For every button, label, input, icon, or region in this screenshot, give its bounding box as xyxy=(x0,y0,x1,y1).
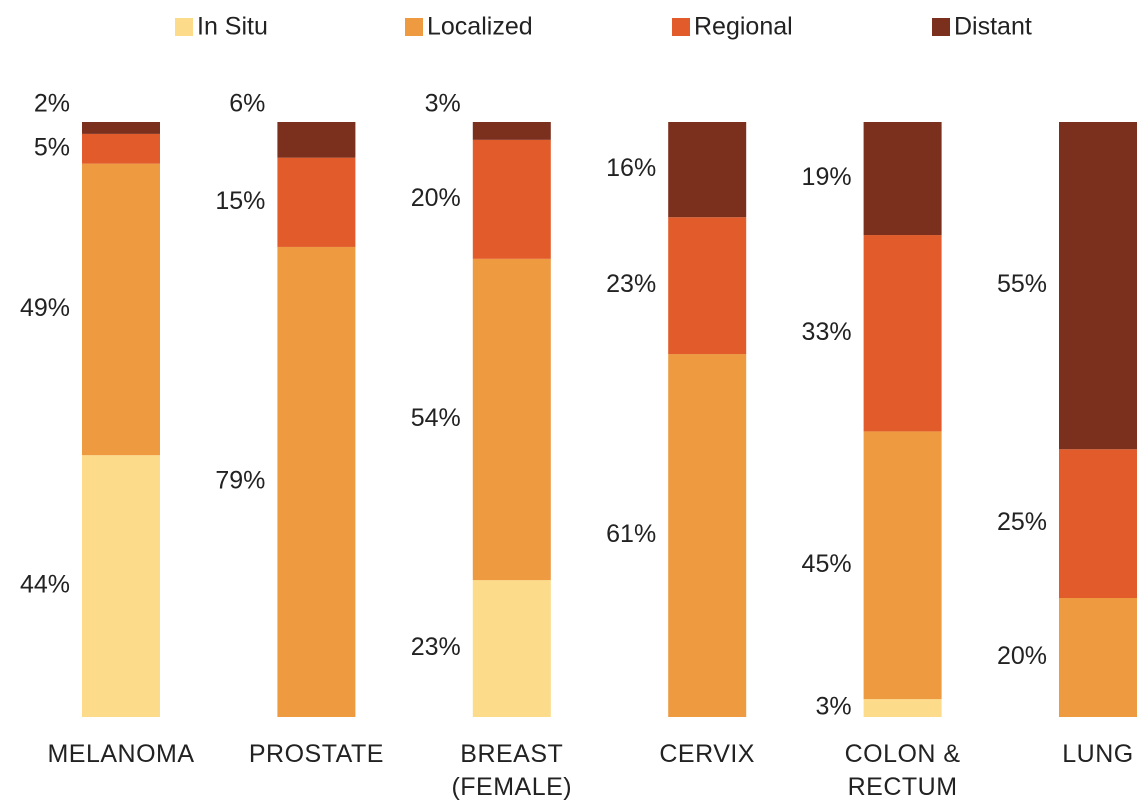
bar-segment xyxy=(863,699,942,717)
bar-segment xyxy=(1059,449,1137,598)
data-label: 54% xyxy=(411,404,461,432)
bar-segment xyxy=(472,580,551,717)
bar-segment xyxy=(277,157,356,247)
bar-segment xyxy=(668,217,747,355)
data-label: 23% xyxy=(606,270,656,298)
bar-segment xyxy=(472,139,551,259)
x-tick-label: BREAST (FEMALE) xyxy=(451,740,573,801)
data-label: 6% xyxy=(229,90,265,118)
data-label: 61% xyxy=(606,520,656,548)
legend-swatch xyxy=(672,18,690,36)
bar-segment xyxy=(82,122,160,134)
legend-swatch xyxy=(175,18,193,36)
legend-label: Regional xyxy=(694,13,793,41)
data-label: 19% xyxy=(802,163,852,191)
data-label: 16% xyxy=(606,154,656,182)
bar-segment xyxy=(668,122,747,218)
data-label: 5% xyxy=(34,133,70,161)
bar-segment xyxy=(472,122,551,140)
bar-segment xyxy=(1059,122,1137,450)
legend-swatch xyxy=(932,18,950,36)
data-label: 2% xyxy=(34,90,70,118)
bar-segment xyxy=(82,455,160,717)
data-label: 55% xyxy=(997,270,1047,298)
data-label: 49% xyxy=(20,294,70,322)
legend-label: Distant xyxy=(954,13,1032,41)
x-tick-label: MELANOMA xyxy=(47,740,195,768)
bar-segment xyxy=(668,354,747,717)
data-label: 23% xyxy=(411,633,461,661)
bar-segment xyxy=(277,246,356,717)
x-tick-label: PROSTATE xyxy=(248,740,384,768)
data-label: 33% xyxy=(802,318,852,346)
data-label: 45% xyxy=(802,550,852,578)
legend-label: In Situ xyxy=(197,13,268,41)
data-label: 15% xyxy=(215,187,265,215)
data-label: 20% xyxy=(411,184,461,212)
legend-swatch xyxy=(405,18,423,36)
bar-segment xyxy=(1059,598,1137,717)
bar-segment xyxy=(863,122,942,236)
data-label: 20% xyxy=(997,642,1047,670)
bar-segment xyxy=(863,431,942,700)
x-tick-label: COLON & RECTUM xyxy=(844,740,961,801)
legend-label: Localized xyxy=(427,13,533,41)
x-tick-label: CERVIX xyxy=(659,740,755,768)
bar-segment xyxy=(472,258,551,581)
x-tick-label: LUNG xyxy=(1062,740,1134,768)
bar-segment xyxy=(277,122,356,158)
data-label: 44% xyxy=(20,571,70,599)
data-label: 25% xyxy=(997,508,1047,536)
data-label: 3% xyxy=(425,90,461,118)
data-label: 3% xyxy=(815,693,851,721)
data-label: 79% xyxy=(215,467,265,495)
bar-segment xyxy=(82,163,160,456)
bar-segment xyxy=(863,235,942,432)
bar-segment xyxy=(82,133,160,164)
